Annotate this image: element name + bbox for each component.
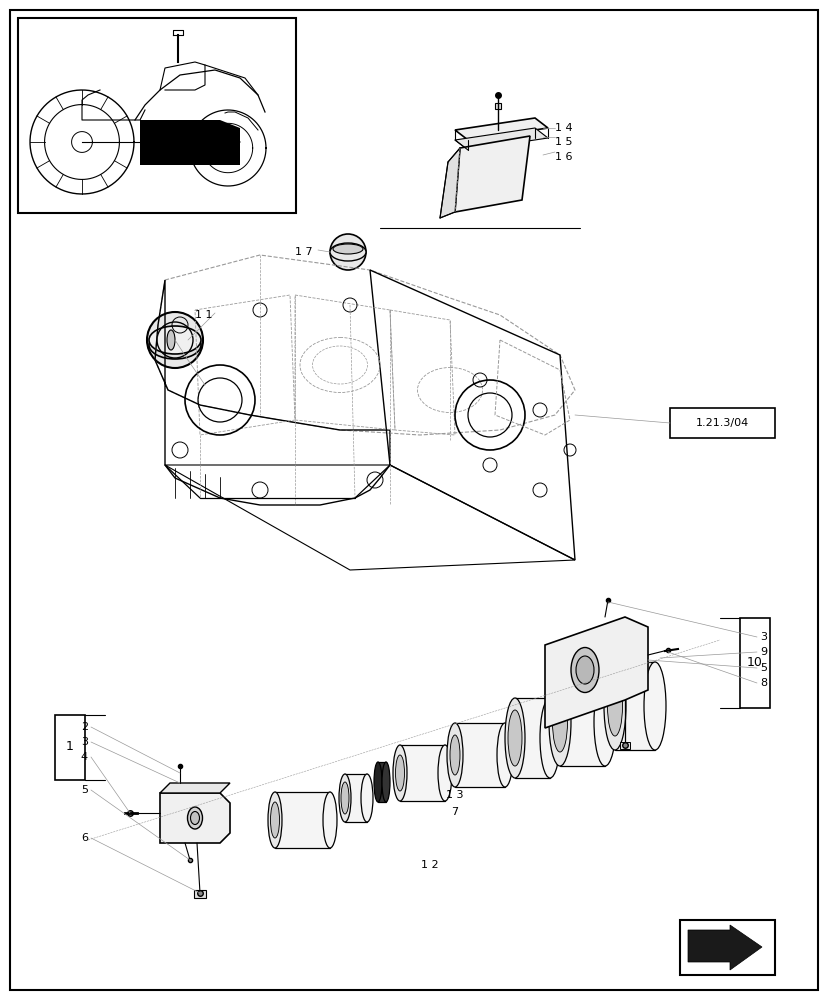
Text: 1 6: 1 6 <box>554 152 571 162</box>
Bar <box>619 742 629 749</box>
Ellipse shape <box>268 792 282 848</box>
Bar <box>679 920 774 975</box>
Polygon shape <box>160 783 230 793</box>
Bar <box>55 715 85 780</box>
Text: 3: 3 <box>81 737 88 747</box>
Bar <box>345 774 366 822</box>
Bar <box>18 18 295 213</box>
Text: 9: 9 <box>759 647 766 657</box>
Text: 7: 7 <box>451 807 458 817</box>
Text: 4: 4 <box>81 752 88 762</box>
Polygon shape <box>687 925 761 970</box>
Ellipse shape <box>361 774 372 822</box>
Ellipse shape <box>167 330 174 350</box>
Polygon shape <box>455 128 547 150</box>
Ellipse shape <box>539 698 559 778</box>
Text: 3: 3 <box>759 632 766 642</box>
Text: 1 1: 1 1 <box>195 310 213 320</box>
Ellipse shape <box>552 692 566 752</box>
Circle shape <box>330 234 366 270</box>
Ellipse shape <box>341 782 348 814</box>
Ellipse shape <box>571 648 598 692</box>
Bar <box>669 408 774 438</box>
Bar <box>455 723 504 787</box>
Text: 1: 1 <box>66 740 74 754</box>
Bar <box>559 678 605 766</box>
Ellipse shape <box>338 774 351 822</box>
Ellipse shape <box>548 678 571 766</box>
Ellipse shape <box>508 710 521 766</box>
Bar <box>275 792 330 848</box>
Text: 2: 2 <box>81 722 88 732</box>
Text: 1 7: 1 7 <box>294 247 313 257</box>
Text: 1.21.3/04: 1.21.3/04 <box>695 418 748 428</box>
Ellipse shape <box>496 723 513 787</box>
Polygon shape <box>455 136 529 212</box>
Ellipse shape <box>374 762 381 802</box>
Ellipse shape <box>576 656 593 684</box>
Ellipse shape <box>149 326 201 354</box>
Text: 8: 8 <box>759 678 766 688</box>
Polygon shape <box>140 120 240 165</box>
Polygon shape <box>160 793 230 843</box>
Text: 1 3: 1 3 <box>446 790 463 800</box>
Text: 6: 6 <box>81 833 88 843</box>
Bar <box>739 618 769 708</box>
Bar <box>399 745 444 801</box>
Text: 10: 10 <box>746 656 762 670</box>
Ellipse shape <box>187 807 203 829</box>
Ellipse shape <box>447 723 462 787</box>
Bar <box>378 762 385 802</box>
Bar <box>614 662 654 750</box>
Polygon shape <box>455 118 547 140</box>
Polygon shape <box>495 103 500 109</box>
Polygon shape <box>544 617 648 728</box>
Ellipse shape <box>393 745 407 801</box>
Text: 1 2: 1 2 <box>421 860 438 870</box>
Ellipse shape <box>270 802 280 838</box>
Circle shape <box>147 312 203 368</box>
Ellipse shape <box>381 762 390 802</box>
Ellipse shape <box>323 792 337 848</box>
Ellipse shape <box>437 745 452 801</box>
Ellipse shape <box>190 811 199 824</box>
Text: 1 5: 1 5 <box>554 137 571 147</box>
Ellipse shape <box>332 244 362 254</box>
Ellipse shape <box>330 243 366 261</box>
Ellipse shape <box>149 331 201 359</box>
Ellipse shape <box>603 662 625 750</box>
Ellipse shape <box>449 735 460 775</box>
Bar <box>194 890 206 898</box>
Ellipse shape <box>593 678 615 766</box>
Polygon shape <box>439 148 460 218</box>
Text: 5: 5 <box>759 663 766 673</box>
Ellipse shape <box>395 755 404 791</box>
Bar <box>514 698 549 778</box>
Ellipse shape <box>607 676 622 736</box>
Text: 1 4: 1 4 <box>554 123 572 133</box>
Ellipse shape <box>504 698 524 778</box>
Ellipse shape <box>643 662 665 750</box>
Text: 5: 5 <box>81 785 88 795</box>
